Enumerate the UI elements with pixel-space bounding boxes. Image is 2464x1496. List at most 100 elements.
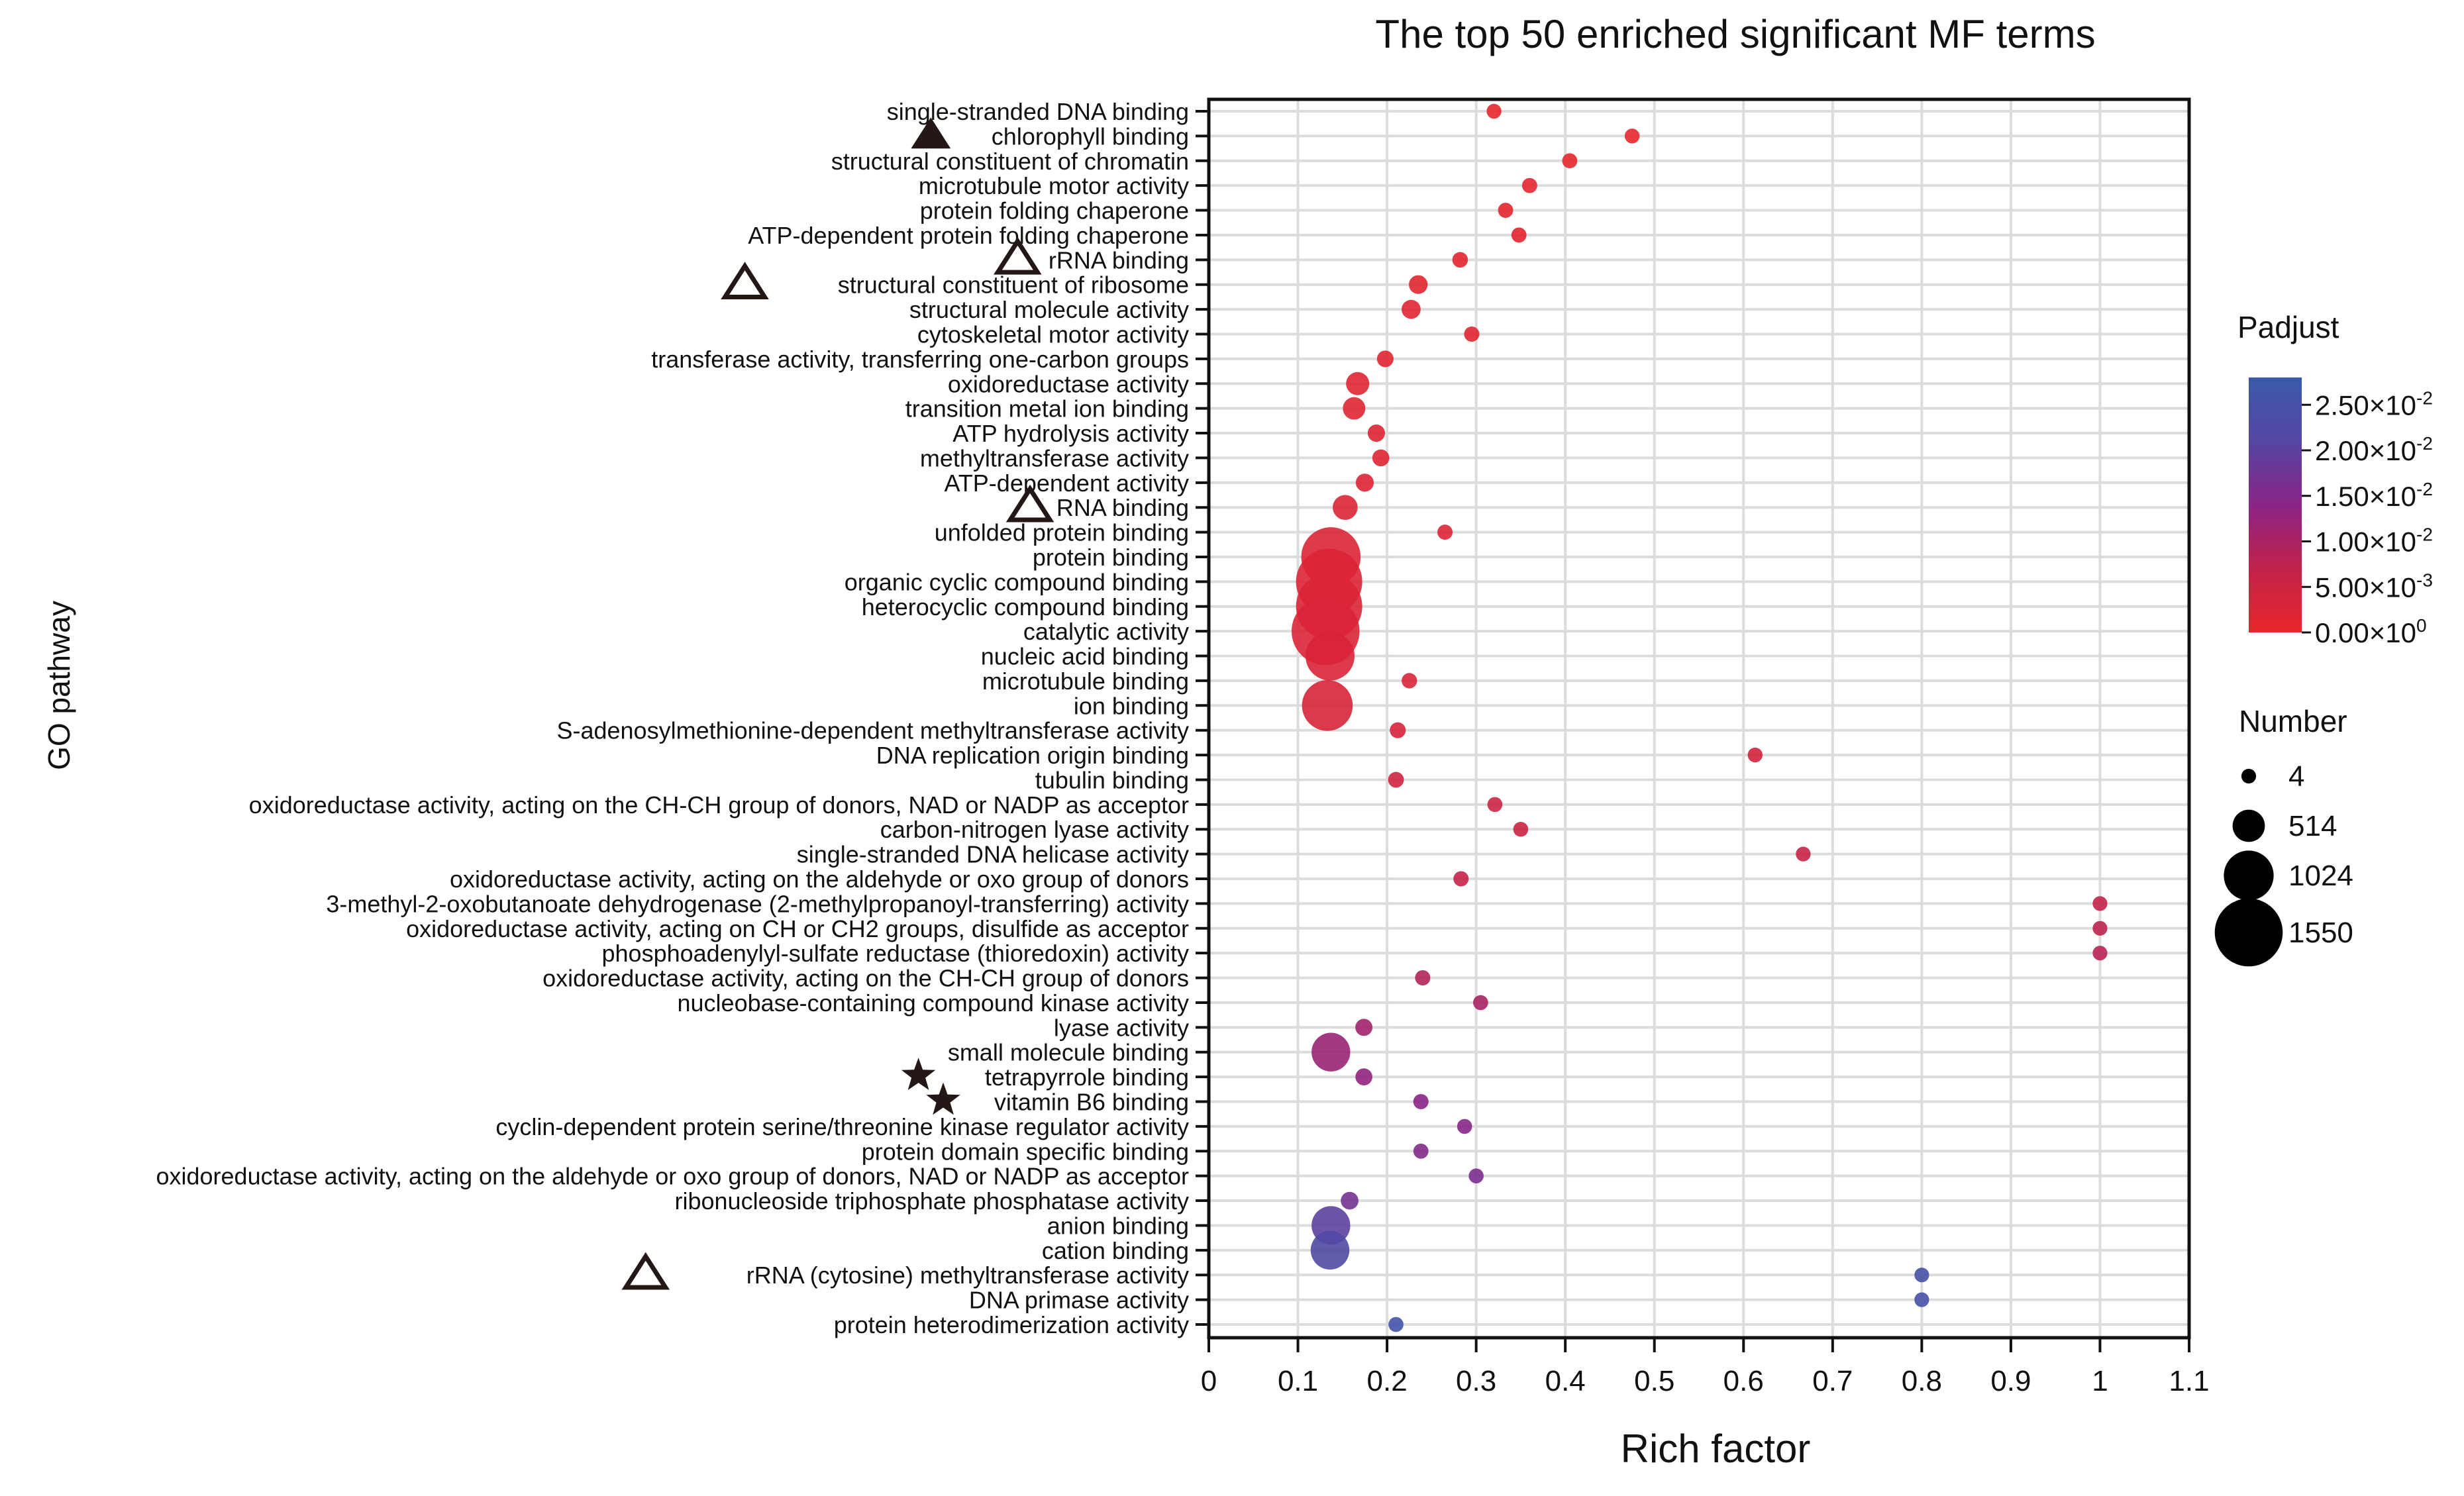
y-tick-label: unfolded protein binding: [935, 519, 1189, 546]
filled-triangle-icon: [911, 117, 951, 149]
y-tick-label: transferase activity, transferring one-c…: [651, 346, 1189, 373]
data-point: [1624, 128, 1640, 144]
plot-frame: [1207, 97, 2191, 1340]
x-ticks: 0 0.1 0.2 0.3 0.4 0.5 0.6 0.7 0.8 0.9 1 1.1: [1201, 1338, 2210, 1397]
y-tick-label: structural constituent of ribosome: [838, 272, 1189, 299]
x-tick-label: 0: [1201, 1365, 1217, 1397]
data-point: [1372, 449, 1390, 467]
y-tick-label: oxidoreductase activity, acting on CH or…: [406, 915, 1189, 942]
y-tick-label: rRNA binding: [1049, 246, 1189, 274]
y-tick-label: S-adenosylmethionine-dependent methyltra…: [556, 717, 1189, 744]
color-bar-tick-exponent: -2: [2416, 387, 2433, 408]
y-tick-label: methyltransferase activity: [920, 444, 1189, 472]
y-tick-label: tubulin binding: [1035, 766, 1189, 793]
data-point: [1498, 203, 1514, 218]
grid-lines: [1207, 99, 2190, 1338]
y-tick-label: structural molecule activity: [909, 296, 1189, 323]
data-point: [1390, 722, 1406, 738]
data-point: [1311, 1032, 1351, 1072]
data-point: [1341, 1191, 1359, 1210]
data-point: [1413, 1143, 1429, 1159]
data-point: [1487, 797, 1503, 813]
x-tick-label: 1.1: [2169, 1365, 2209, 1397]
data-point: [1472, 995, 1488, 1011]
y-tick-label: phosphoadenylyl-sulfate reductase (thior…: [602, 940, 1189, 967]
data-point: [1453, 871, 1469, 887]
data-point: [1796, 846, 1811, 862]
y-tick-label: cytoskeletal motor activity: [917, 321, 1189, 348]
x-tick-label: 0.9: [1990, 1365, 2031, 1397]
data-point: [1464, 326, 1480, 342]
data-point: [1388, 772, 1404, 788]
color-bar: [2249, 377, 2302, 632]
data-point: [2092, 946, 2108, 961]
y-tick-label: DNA primase activity: [969, 1287, 1189, 1314]
color-bar-tick-label: 0.00×100: [2315, 615, 2427, 648]
data-point: [1413, 1093, 1429, 1110]
data-point: [1333, 495, 1358, 521]
x-tick-label: 0.4: [1545, 1365, 1586, 1397]
data-point: [1562, 153, 1578, 169]
chart-title: The top 50 enriched significant MF terms: [1375, 12, 2095, 56]
y-tick-label: protein domain specific binding: [862, 1138, 1189, 1165]
x-tick-label: 0.1: [1278, 1365, 1318, 1397]
data-point: [1343, 397, 1366, 420]
color-bar-ticks: 2.50×10-2 2.00×10-2 1.50×10-2 1.00×10-2 5.00…: [2302, 387, 2433, 648]
y-tick-label: ATP hydrolysis activity: [952, 420, 1189, 447]
bubble-points: [1291, 103, 2108, 1332]
data-point: [1409, 275, 1428, 294]
data-point: [1747, 747, 1763, 763]
data-point: [1355, 474, 1374, 492]
size-legend-dot: [2232, 809, 2265, 842]
open-triangle-icon: [994, 236, 1042, 275]
size-legend-label: 1024: [2288, 860, 2353, 892]
size-legend: Number 4 514 1024 1550: [2214, 704, 2353, 967]
y-tick-label: 3-methyl-2-oxobutanoate dehydrogenase (2…: [326, 890, 1189, 917]
y-tick-label: cyclin-dependent protein serine/threonin…: [495, 1113, 1189, 1140]
y-tick-label: nucleic acid binding: [981, 643, 1189, 670]
x-tick-label: 0.5: [1634, 1365, 1674, 1397]
data-point: [1452, 252, 1468, 268]
color-legend: Padjust 2.50×10-2 2.00×10-2 1.50×10-2 1.00×…: [2237, 310, 2433, 648]
color-bar-tick-label: 1.00×10-2: [2315, 524, 2433, 558]
y-tick-label: ATP-dependent activity: [944, 470, 1189, 497]
data-point: [1511, 227, 1527, 243]
y-tick-label: single-stranded DNA binding: [887, 98, 1189, 125]
y-tick-label: carbon-nitrogen lyase activity: [880, 816, 1189, 843]
star-icon: [901, 1058, 936, 1090]
data-point: [1310, 1230, 1350, 1270]
y-tick-label: structural constituent of chromatin: [831, 148, 1189, 175]
data-point: [1415, 970, 1431, 986]
data-point: [1302, 680, 1353, 731]
y-tick-label: microtubule binding: [982, 668, 1189, 695]
data-point: [2092, 921, 2108, 936]
data-point: [2092, 896, 2108, 911]
x-tick-label: 0.6: [1723, 1365, 1764, 1397]
color-bar-tick-exponent: -2: [2416, 479, 2433, 499]
data-point: [1402, 673, 1417, 689]
y-tick-label: oxidoreductase activity, acting on the C…: [542, 965, 1189, 992]
data-point: [1437, 524, 1453, 540]
data-point: [1355, 1019, 1373, 1036]
y-tick-label: vitamin B6 binding: [994, 1089, 1189, 1116]
y-tick-label: oxidoreductase activity, acting on the a…: [156, 1163, 1189, 1190]
size-legend-label: 4: [2288, 760, 2304, 793]
y-tick-label: lyase activity: [1054, 1014, 1189, 1041]
data-point: [1346, 372, 1370, 395]
y-tick-label: oxidoreductase activity, acting on the C…: [249, 791, 1189, 819]
data-point: [1367, 424, 1386, 442]
open-triangle-icon: [621, 1252, 670, 1290]
data-point: [1388, 1317, 1404, 1332]
color-bar-tick-label: 1.50×10-2: [2315, 479, 2433, 512]
y-tick-label: RNA binding: [1056, 494, 1189, 521]
y-tick-label: nucleobase-containing compound kinase ac…: [678, 989, 1189, 1017]
x-tick-label: 0.3: [1456, 1365, 1496, 1397]
y-tick-label: protein binding: [1033, 544, 1189, 571]
y-tick-label: single-stranded DNA helicase activity: [797, 841, 1189, 868]
y-tick-label: cation binding: [1042, 1237, 1189, 1264]
x-tick-label: 0.7: [1812, 1365, 1853, 1397]
data-point: [1402, 299, 1421, 319]
y-tick-label: anion binding: [1047, 1212, 1189, 1239]
size-legend-dot: [2224, 850, 2274, 901]
